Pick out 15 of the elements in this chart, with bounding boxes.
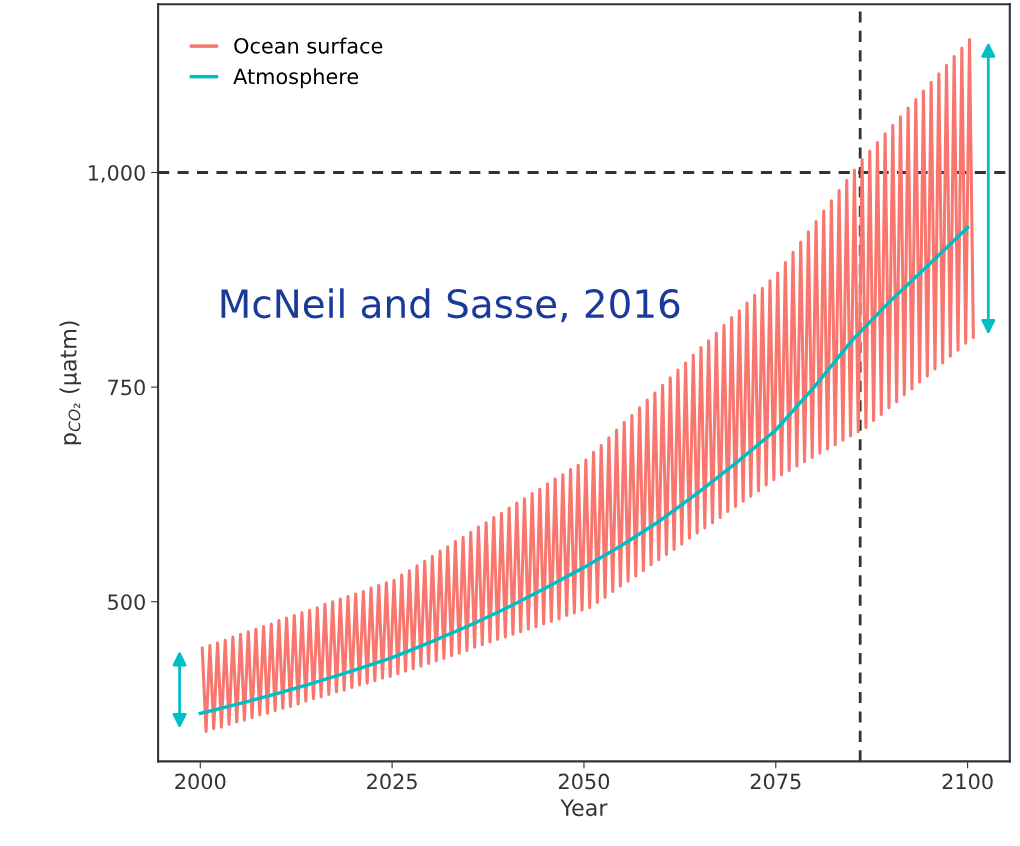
y-axis-title: p$_{CO₂}$ (µatm) xyxy=(59,321,82,445)
y-tick-label: 750 xyxy=(108,379,145,396)
x-tick-label: 2075 xyxy=(750,773,801,790)
legend-label: Atmosphere xyxy=(233,68,359,89)
x-tick-label: 2025 xyxy=(367,773,417,790)
line-series xyxy=(198,225,970,716)
y-tick-label: 1,000 xyxy=(88,164,145,183)
y-tick-label: 500 xyxy=(108,594,145,610)
x-tick-label: 2000 xyxy=(175,773,226,790)
x-axis-title: Year xyxy=(560,799,608,817)
x-tick-label: 2050 xyxy=(558,773,610,790)
x-tick-label: 2100 xyxy=(942,773,993,790)
legend-label: Ocean surface xyxy=(234,37,383,54)
annotation: McNeil and Sasse, 2016 xyxy=(221,288,680,323)
line-series xyxy=(200,37,975,733)
